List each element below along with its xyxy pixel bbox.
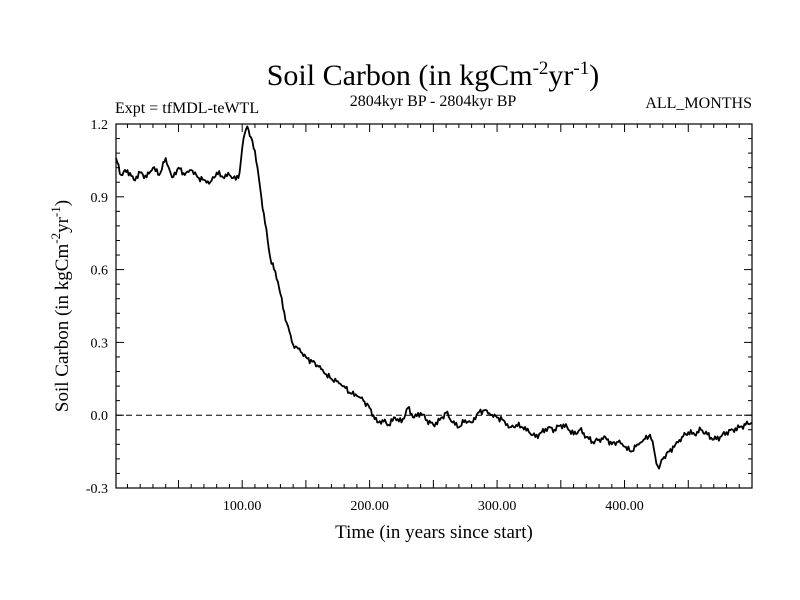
y-tick-label: 0.3 xyxy=(91,336,109,351)
chart-title: Soil Carbon (in kgCm-2yr-1) xyxy=(267,58,600,92)
axis-ticks: 100.00 200.00 300.00 400.00 -0.3 0.0 0.3 0.6 0.9… xyxy=(86,118,752,514)
plot-frame xyxy=(115,123,753,489)
subtitle-experiment: Expt = tfMDL-teWTL xyxy=(115,100,259,117)
y-tick-label: -0.3 xyxy=(86,482,108,497)
title-mid: yr xyxy=(548,59,573,92)
subtitle-period: 2804kyr BP - 2804kyr BP xyxy=(350,93,517,110)
y-tick-label: 0.9 xyxy=(91,191,109,206)
y-tick-label: 1.2 xyxy=(91,118,109,133)
title-main: Soil Carbon (in kgCm xyxy=(267,59,533,92)
ylabel-mid: yr xyxy=(52,216,73,233)
x-tick-label: 400.00 xyxy=(605,499,644,514)
x-tick-label: 200.00 xyxy=(350,499,389,514)
ylabel-sup-2: -1 xyxy=(48,206,63,217)
y-tick-label: 0.6 xyxy=(91,264,109,279)
ylabel-main: Soil Carbon (in kgCm xyxy=(52,244,73,413)
x-axis-label: Time (in years since start) xyxy=(335,522,533,543)
x-tick-label: 300.00 xyxy=(478,499,517,514)
ylabel-end: ) xyxy=(52,200,73,206)
x-tick-label: 100.00 xyxy=(223,499,262,514)
title-end: ) xyxy=(589,59,599,92)
series-line-soil-carbon xyxy=(115,125,753,470)
y-tick-label: 0.0 xyxy=(91,409,109,424)
ylabel-sup-1: -2 xyxy=(48,233,63,244)
title-sup-2: -1 xyxy=(573,58,589,79)
subtitle-months: ALL_MONTHS xyxy=(645,95,752,112)
title-sup-1: -2 xyxy=(533,58,549,79)
y-axis-label: Soil Carbon (in kgCm-2yr-1) xyxy=(48,200,73,412)
